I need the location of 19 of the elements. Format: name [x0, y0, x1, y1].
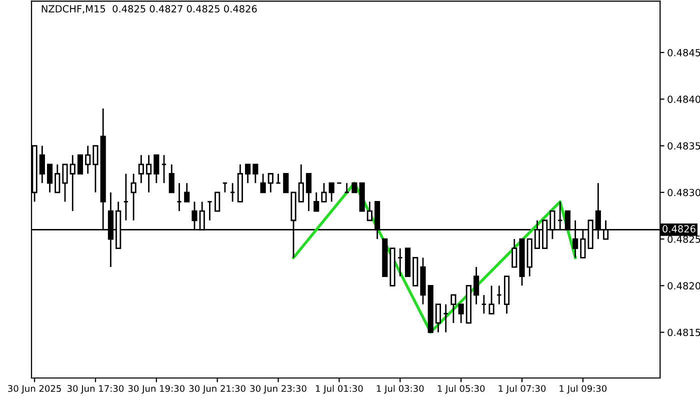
y-tick-label: 0.4825: [668, 236, 700, 243]
x-tick-label: 1 Jul 01:30: [316, 384, 363, 394]
x-tick-label: 30 Jun 23:30: [250, 385, 306, 394]
x-tick-label: 1 Jul 05:30: [438, 384, 485, 394]
x-tick-label: 30 Jun 2025: [8, 385, 61, 394]
y-tick-label: 0.4845: [668, 48, 700, 56]
ref-line-label: 0.4826: [662, 225, 696, 233]
x-tick-label: 30 Jun 21:30: [189, 385, 246, 394]
x-tick-label: 1 Jul 07:30: [498, 384, 546, 394]
x-tick-label: 1 Jul 03:30: [376, 384, 424, 394]
x-tick-label: 1 Jul 09:30: [560, 384, 607, 394]
y-tick-label: 0.4840: [668, 96, 700, 103]
y-tick-label: 0.4815: [668, 328, 700, 336]
y-tick-label: 0.4820: [668, 282, 700, 290]
y-tick-label: 0.4835: [668, 142, 700, 150]
y-tick-label: 0.4830: [668, 188, 700, 196]
x-tick-label: 30 Jun 17:30: [67, 385, 124, 394]
chart-title: NZDCHF,M15 0.4825 0.4827 0.4825 0.4826: [42, 5, 257, 14]
x-tick-label: 30 Jun 19:30: [128, 385, 184, 394]
